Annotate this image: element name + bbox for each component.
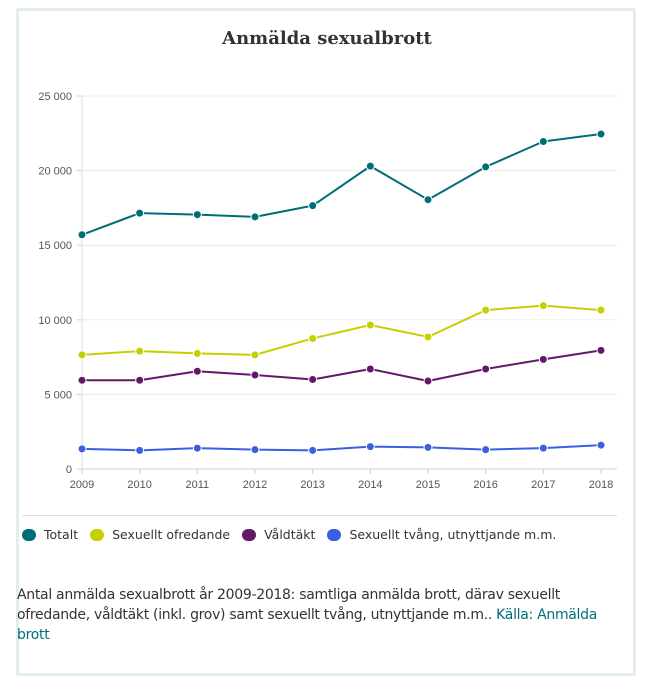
data-point[interactable] [308,201,318,211]
x-tick-label: 2013 [300,479,324,491]
data-point[interactable] [481,445,491,455]
data-point[interactable] [538,354,548,364]
data-point[interactable] [423,195,433,205]
series-totalt [77,129,606,240]
y-tick-label: 25 000 [38,91,72,103]
data-point[interactable] [538,137,548,147]
data-point[interactable] [596,305,606,315]
data-point[interactable] [538,443,548,453]
legend-label: Totalt [44,527,79,542]
data-point[interactable] [250,212,260,222]
grid-lines [82,95,617,395]
data-point[interactable] [365,161,375,171]
data-point[interactable] [308,333,318,343]
data-point[interactable] [596,440,606,450]
x-axis: 2009 2010 2011 2012 2013 2014 2015 2016 2017 2018 [70,468,617,491]
data-point[interactable] [192,210,202,220]
data-point[interactable] [77,375,87,385]
legend-item[interactable]: Sexuellt ofredande [90,527,230,542]
legend-divider [22,515,617,516]
series-våldtäkt [77,345,606,386]
data-point[interactable] [135,346,145,356]
data-point[interactable] [192,366,202,376]
x-tick-label: 2015 [416,479,440,491]
data-point[interactable] [192,348,202,358]
legend-item[interactable]: Våldtäkt [242,527,315,542]
chart-card [16,8,636,676]
series-sexuellt-ofredande [77,301,606,360]
chart-title: Anmälda sexualbrott [222,28,432,49]
data-point[interactable] [135,208,145,218]
x-tick-label: 2017 [531,479,555,491]
data-point[interactable] [77,230,87,240]
legend-item[interactable]: Totalt [22,527,78,542]
y-tick-label: 0 [66,464,72,476]
data-point[interactable] [135,445,145,455]
legend-swatch-icon [90,528,105,541]
data-point[interactable] [481,364,491,374]
data-point[interactable] [308,374,318,384]
y-tick-label: 15 000 [38,240,72,252]
data-point[interactable] [365,320,375,330]
y-tick-label: 10 000 [38,315,72,327]
data-point[interactable] [481,162,491,172]
legend-label: Sexuellt ofredande [112,527,231,542]
legend-swatch-icon [22,528,36,541]
series-line [82,349,602,382]
legend-item[interactable]: Sexuellt tvång, utnyttjande m.m. [327,527,556,542]
legend-swatch-icon [327,528,342,541]
data-point[interactable] [538,301,548,311]
x-tick-label: 2009 [70,479,94,491]
data-point[interactable] [77,444,87,454]
data-point[interactable] [423,332,433,342]
caption-text: Antal anmälda sexualbrott år 2009-2018: … [17,587,560,623]
series-line [81,133,602,236]
y-axis: 0 5 000 10 000 15 000 20 000 25 000 [38,91,83,476]
data-point[interactable] [250,370,260,380]
legend-label: Sexuellt tvång, utnyttjande m.m. [349,527,557,542]
data-point[interactable] [135,375,145,385]
data-point[interactable] [192,443,202,453]
data-point[interactable] [77,350,87,360]
x-tick-label: 2018 [589,479,613,491]
x-tick-label: 2010 [127,479,151,491]
data-point[interactable] [423,376,433,386]
data-point[interactable] [250,445,260,455]
series-line [81,304,602,356]
x-tick-label: 2014 [358,479,382,491]
data-point[interactable] [365,442,375,452]
y-tick-label: 20 000 [38,166,72,178]
x-tick-label: 2011 [186,479,210,491]
data-point[interactable] [250,350,260,360]
x-tick-label: 2016 [473,479,497,491]
legend: Totalt Sexuellt ofredande Våldtäkt Sexuellt… [22,527,568,542]
data-point[interactable] [423,442,433,452]
data-point[interactable] [596,129,606,139]
chart-caption: Antal anmälda sexualbrott år 2009-2018: … [17,585,607,645]
data-point[interactable] [365,364,375,374]
legend-label: Våldtäkt [264,527,316,542]
data-point[interactable] [308,445,318,455]
data-point[interactable] [596,345,606,355]
source-link[interactable]: Källa: Anmälda brott [17,607,598,643]
y-tick-label: 5 000 [44,389,72,401]
data-point[interactable] [481,305,491,315]
x-tick-label: 2012 [243,479,267,491]
series-group [77,129,606,455]
series-sexuellt-tvång-utnyttjande-m-m- [77,440,606,455]
legend-swatch-icon [242,528,257,541]
series-line [81,444,602,452]
